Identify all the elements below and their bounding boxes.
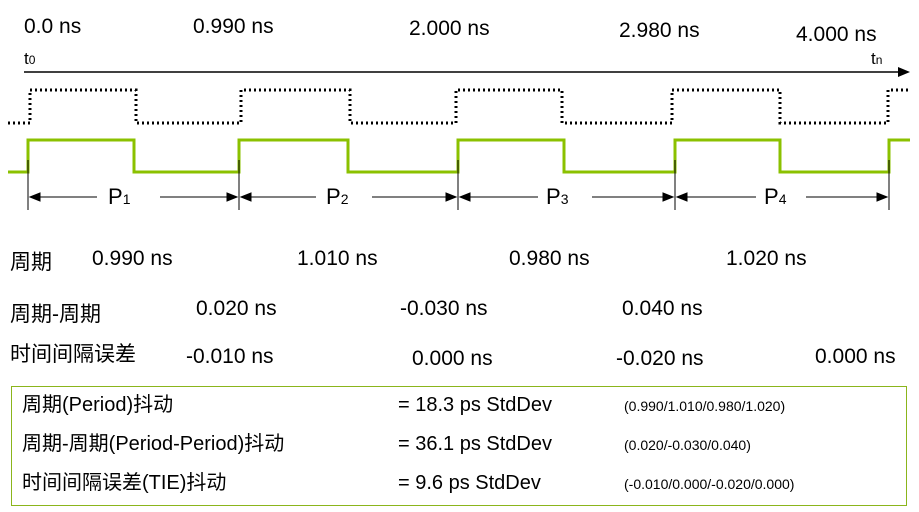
- summary-tie-name: 时间间隔误差(TIE)抖动: [22, 472, 227, 494]
- cycle-row-label: 周期-周期: [10, 303, 101, 326]
- period-row-label: 周期: [10, 251, 52, 274]
- cycle-value-3: 0.040 ns: [622, 297, 703, 320]
- summary-period-name: 周期(Period)抖动: [22, 394, 174, 416]
- summary-cycle-detail: (0.020/-0.030/0.040): [624, 437, 751, 453]
- cycle-value-1: 0.020 ns: [196, 297, 277, 320]
- period-label-2: P2: [326, 184, 349, 209]
- t0-label: t0: [24, 49, 36, 68]
- tn-label: tn: [871, 49, 883, 68]
- tie-value-4: 0.000 ns: [815, 345, 896, 368]
- summary-cycle-name: 周期-周期(Period-Period)抖动: [22, 433, 285, 455]
- time-axis-arrowhead: [898, 67, 910, 77]
- summary-period-detail: (0.990/1.010/0.980/1.020): [624, 398, 786, 414]
- jitter-summary-box: 周期(Period)抖动 = 18.3 ps StdDev (0.990/1.0…: [11, 386, 907, 506]
- period-arrows: [28, 192, 889, 202]
- period-label-1: P1: [108, 184, 131, 209]
- summary-period-value: = 18.3 ps StdDev: [398, 394, 552, 416]
- time-label-0: 0.0 ns: [24, 15, 82, 38]
- summary-cycle-value: = 36.1 ps StdDev: [398, 433, 552, 455]
- period-separators: [27, 160, 890, 210]
- summary-tie-value: = 9.6 ps StdDev: [398, 472, 541, 494]
- time-label-3: 2.980 ns: [619, 19, 700, 42]
- summary-tie-detail: (-0.010/0.000/-0.020/0.000): [624, 476, 795, 492]
- time-label-4: 4.000 ns: [796, 23, 877, 46]
- tie-row-label: 时间间隔误差: [10, 343, 136, 366]
- reference-clock-waveform: [8, 88, 910, 125]
- period-label-3: P3: [546, 184, 569, 209]
- time-label-2: 2.000 ns: [409, 17, 490, 40]
- period-value-3: 0.980 ns: [509, 247, 590, 270]
- cycle-value-2: -0.030 ns: [400, 297, 488, 320]
- signal-waveform: [8, 138, 910, 174]
- period-value-2: 1.010 ns: [297, 247, 378, 270]
- period-label-4: P4: [764, 184, 787, 209]
- period-value-4: 1.020 ns: [726, 247, 807, 270]
- tie-value-2: 0.000 ns: [412, 347, 493, 370]
- tie-value-3: -0.020 ns: [616, 347, 704, 370]
- period-value-1: 0.990 ns: [92, 247, 173, 270]
- tie-value-1: -0.010 ns: [186, 345, 274, 368]
- time-label-1: 0.990 ns: [193, 15, 274, 38]
- waveform-diagram: [8, 67, 910, 210]
